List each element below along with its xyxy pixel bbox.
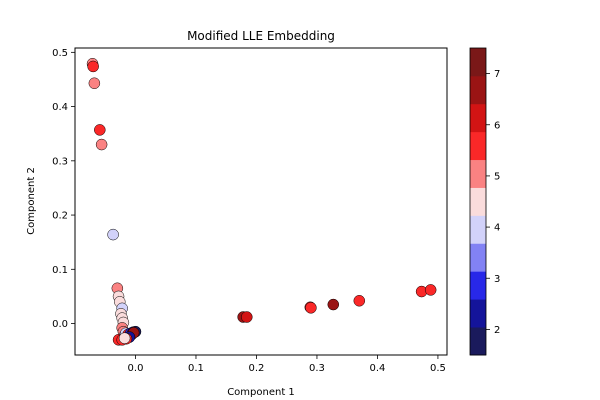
points-layer <box>86 57 437 346</box>
axes-frame <box>74 47 448 356</box>
x-axis-ticks: 0.0 0.1 0.2 0.3 0.4 0.5 <box>128 355 446 374</box>
colorbar-band <box>470 48 486 77</box>
x-tick-label: 0.2 <box>249 363 265 374</box>
x-tick-label: 0.4 <box>369 363 385 374</box>
chart-title: Modified LLE Embedding <box>187 29 335 43</box>
colorbar-band <box>470 299 486 328</box>
y-tick-label: 0.5 <box>52 48 68 59</box>
colorbar-band <box>470 327 486 356</box>
x-tick-label: 0.0 <box>128 363 144 374</box>
colorbar-tick-label: 3 <box>494 274 500 285</box>
colorbar-band <box>470 75 486 105</box>
colorbar-band <box>470 159 486 188</box>
scatter-point <box>88 77 101 90</box>
colorbar-band <box>470 243 486 272</box>
colorbar-ticks: 2 3 4 5 6 7 <box>486 69 500 336</box>
colorbar-tick-label: 5 <box>494 171 500 182</box>
y-tick-label: 0.4 <box>52 102 68 113</box>
scatter-point <box>118 332 131 344</box>
scatter-point <box>94 124 106 136</box>
colorbar-band <box>470 103 486 133</box>
y-tick-label: 0.3 <box>52 156 68 167</box>
colorbar: 2 3 4 5 6 7 <box>469 47 500 356</box>
colorbar-band <box>470 187 486 216</box>
y-tick-label: 0.2 <box>52 211 68 222</box>
scatter-point <box>353 295 366 307</box>
scatter-point <box>95 138 108 151</box>
colorbar-band <box>470 131 486 161</box>
x-axis-label: Component 1 <box>227 387 295 398</box>
x-tick-label: 0.3 <box>309 363 325 374</box>
colorbar-tick-label: 2 <box>494 325 500 336</box>
y-tick-label: 0.0 <box>52 319 68 330</box>
y-tick-label: 0.1 <box>52 265 68 276</box>
y-axis-label: Component 2 <box>26 167 37 235</box>
scatter-point <box>87 60 99 73</box>
x-tick-label: 0.1 <box>188 363 204 374</box>
colorbar-tick-label: 7 <box>494 69 500 80</box>
scatter-point <box>241 311 253 323</box>
scatter-point <box>305 302 317 314</box>
plot-area: 0.0 0.1 0.2 0.3 0.4 0.5 0.0 0.1 0.2 0.3 0.4 0.5 <box>52 47 448 374</box>
colorbar-tick-label: 4 <box>494 223 500 234</box>
colorbar-tick-label: 6 <box>494 120 500 131</box>
colorbar-bands <box>470 48 486 356</box>
scatter-point <box>424 284 437 296</box>
colorbar-band <box>470 215 486 244</box>
scatter-point <box>107 228 119 241</box>
colorbar-frame <box>469 47 487 356</box>
colorbar-band <box>470 271 486 300</box>
y-axis-ticks: 0.0 0.1 0.2 0.3 0.4 0.5 <box>52 48 75 330</box>
x-tick-label: 0.5 <box>430 363 446 374</box>
scatter-point <box>327 298 340 311</box>
